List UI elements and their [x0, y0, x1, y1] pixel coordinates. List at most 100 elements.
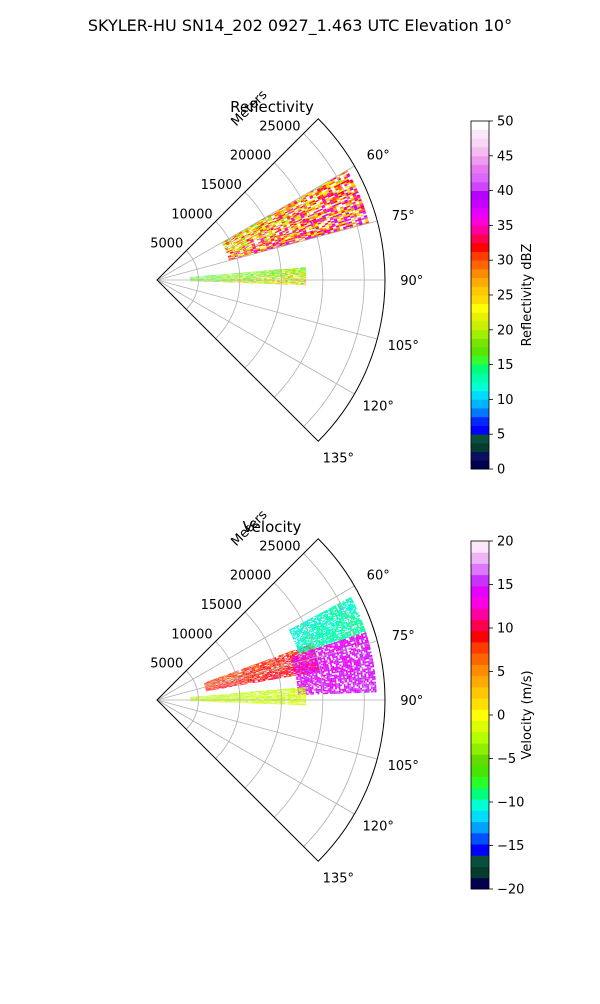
echo-cell	[296, 276, 299, 277]
echo-cell	[293, 272, 296, 273]
echo-cell	[256, 245, 259, 247]
polar-panel-0: Reflectivity500010000150002000025000Mete…	[150, 87, 535, 477]
echo-cell	[298, 276, 301, 277]
echo-cell	[296, 275, 299, 276]
echo-cell	[256, 271, 259, 272]
echo-cell	[298, 277, 301, 278]
echo-cell	[296, 220, 300, 222]
colorbar-swatch	[471, 269, 489, 278]
azimuth-spoke	[157, 280, 377, 339]
echo-cell	[293, 272, 296, 273]
echo-cell	[232, 275, 235, 276]
colorbar-swatch	[471, 460, 489, 469]
colorbar-swatch	[471, 165, 489, 174]
colorbar-swatch	[471, 452, 489, 461]
echo-cell	[296, 273, 299, 274]
colorbar-tick-label: 10	[497, 393, 514, 408]
azimuth-spoke	[157, 166, 354, 280]
echo-cell	[234, 681, 237, 682]
echo-cell	[301, 636, 303, 637]
echo-cell	[304, 281, 307, 282]
echo-cell	[304, 275, 307, 276]
figure-suptitle: SKYLER-HU SN14_202 0927_1.463 UTC Elevat…	[0, 16, 600, 35]
colorbar-swatch	[471, 130, 489, 139]
colorbar-swatch	[471, 243, 489, 252]
colorbar-swatch	[471, 147, 489, 156]
echo-cell	[296, 283, 299, 284]
echo-cell	[293, 274, 296, 275]
echo-cell	[288, 281, 291, 282]
colorbar-swatch	[471, 121, 489, 130]
radial-tick-label: 20000	[230, 149, 271, 164]
colorbar-swatch	[471, 426, 489, 435]
echo-cell	[319, 209, 323, 212]
colorbar-swatch	[471, 365, 489, 374]
echo-cell	[296, 282, 299, 283]
echo-cell	[348, 218, 352, 221]
echo-cell	[296, 642, 298, 643]
echo-cell	[345, 620, 347, 622]
echo-cell	[296, 279, 299, 280]
echo-cell	[266, 679, 269, 680]
echo-cell	[279, 658, 282, 659]
echo-cell	[304, 282, 307, 283]
echo-cell	[296, 222, 300, 224]
echo-cell	[248, 276, 251, 277]
echo-cell	[281, 664, 284, 665]
echo-cell	[322, 647, 324, 649]
echo-cell	[242, 683, 245, 684]
echo-cell	[294, 208, 297, 211]
echo-cell	[296, 278, 299, 279]
colorbar-swatch	[471, 208, 489, 217]
echo-cell	[298, 280, 301, 281]
echo-cell	[285, 283, 288, 284]
colorbar-tick-label: 20	[497, 323, 514, 338]
echo-cell	[293, 279, 296, 280]
echo-cell	[269, 275, 272, 276]
colorbar-swatch	[471, 295, 489, 304]
echo-cell	[237, 253, 240, 255]
echo-cell	[248, 666, 251, 667]
echo-cell	[271, 658, 274, 660]
echo-cell	[290, 274, 293, 275]
echo-cell	[277, 273, 280, 274]
echo-cell	[266, 660, 269, 662]
echo-cell	[301, 278, 304, 279]
echo-cell	[283, 281, 286, 282]
echo-cell	[216, 688, 219, 689]
echo-cell	[283, 653, 286, 655]
echo-cell	[288, 278, 291, 279]
echo-cell	[301, 278, 304, 279]
echo-cell	[304, 277, 307, 278]
echo-cell	[219, 275, 222, 276]
echo-cell	[298, 282, 301, 283]
colorbar-swatch	[471, 252, 489, 261]
echo-cell	[260, 676, 263, 677]
echo-cell	[293, 281, 296, 282]
echo-cell	[301, 274, 304, 275]
echo-cell	[298, 276, 301, 277]
colorbar-swatch	[471, 356, 489, 365]
colorbar-swatch	[471, 321, 489, 330]
echo-cell	[304, 280, 307, 281]
echo-cell	[298, 272, 301, 273]
colorbar-swatch	[471, 373, 489, 382]
colorbar-tick-label: 40	[497, 184, 514, 199]
echo-cell	[285, 275, 288, 276]
echo-cell	[340, 198, 344, 201]
echo-cell	[290, 281, 293, 282]
echo-cell	[359, 629, 361, 631]
echo-cell	[330, 185, 334, 188]
echo-cell	[293, 273, 296, 274]
echo-cell	[286, 663, 289, 664]
echo-cell	[282, 274, 285, 275]
echo-cell	[262, 233, 265, 235]
echo-cell	[296, 278, 299, 279]
echo-cell	[255, 244, 258, 246]
echo-cell	[285, 278, 288, 279]
echo-cell	[296, 274, 299, 275]
echo-cell	[285, 276, 288, 277]
colorbar-tick-label: 15	[497, 358, 514, 373]
echo-cell	[290, 276, 293, 277]
